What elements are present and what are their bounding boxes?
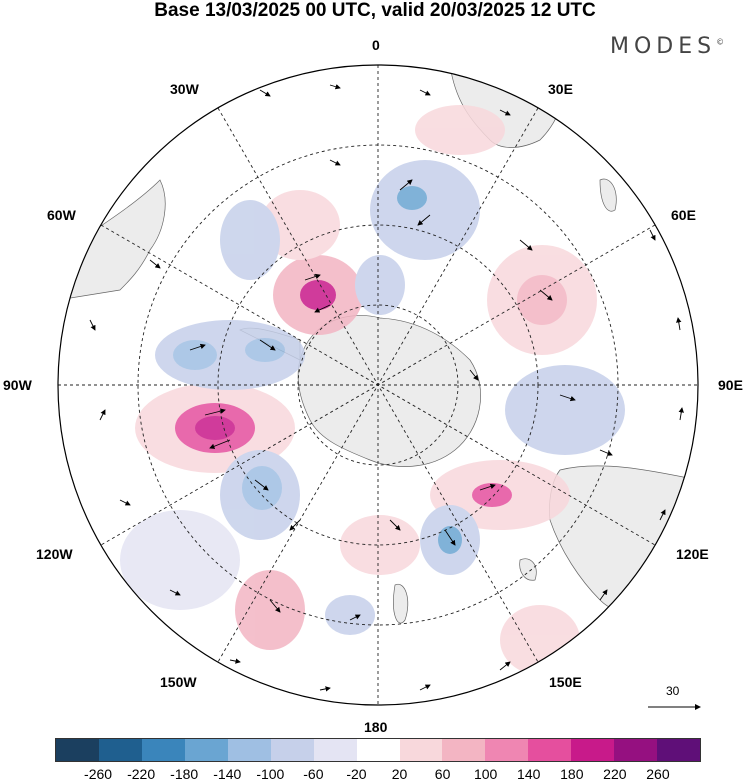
colorbar-tick-label: -140 [213,766,242,782]
copyright-mark: © [716,37,725,47]
tasmania [519,558,537,581]
colorbar-swatch [56,739,99,761]
colorbar-tick-label: 260 [646,766,670,782]
lon-label-60e: 60E [671,207,696,223]
colorbar-swatch [184,739,228,761]
colorbar-swatch [657,739,701,761]
colorbar-swatch [528,739,572,761]
colorbar-swatch [141,739,185,761]
colorbar-swatch [571,739,615,761]
colorbar-swatch [614,739,658,761]
colorbar-tick-label: 180 [560,766,584,782]
vector-scale-label: 30 [666,684,680,698]
colorbar-swatch [399,739,443,761]
south-america [58,179,166,301]
lon-label-120e: 120E [676,546,709,562]
lon-label-120w: 120W [36,546,73,562]
colorbar-tick-label: 60 [434,766,451,782]
colorbar-tick-label: 140 [517,766,541,782]
colorbar-swatch [442,739,486,761]
colorbar-ticks: -260 -220 -180 -140 -100 -60 -20 20 60 100 140 180 2… [0,766,750,783]
colorbar-tick-label: -180 [170,766,199,782]
madagascar [599,178,617,212]
colorbar-tick-label: -20 [346,766,367,782]
colorbar-swatch [227,739,271,761]
lon-label-30w: 30W [170,81,199,97]
colorbar-tick-label: 20 [391,766,408,782]
lon-label-150e: 150E [549,674,582,690]
antarctica [297,315,481,467]
colorbar-tick-label: 100 [473,766,498,782]
lon-label-0: 0 [372,37,380,53]
graticule [58,65,698,705]
colorbar-swatch [98,739,142,761]
lon-label-60w: 60W [47,207,76,223]
colorbar-tick-label: -260 [84,766,113,782]
anomaly-field [120,105,625,675]
brand-text: MODES [610,34,717,59]
colorbar [55,738,701,762]
lon-label-90e: 90E [718,377,743,393]
lon-label-30e: 30E [548,81,573,97]
colorbar-tick-label: -60 [303,766,324,782]
lon-label-150w: 150W [160,674,197,690]
lon-label-180: 180 [364,719,388,735]
colorbar-swatch [270,739,314,761]
colorbar-tick-label: 220 [603,766,627,782]
colorbar-swatch [485,739,529,761]
map-title: Base 13/03/2025 00 UTC, valid 20/03/2025… [154,0,596,21]
lon-label-90w: 90W [3,377,32,393]
colorbar-tick-label: -100 [256,766,285,782]
modes-logo: MODES© [610,34,724,59]
colorbar-tick-label: -220 [127,766,156,782]
map-disc [58,65,698,705]
colorbar-swatch [313,739,357,761]
map-boundary [57,64,699,706]
colorbar-swatch [356,739,400,761]
new-zealand [393,583,409,624]
